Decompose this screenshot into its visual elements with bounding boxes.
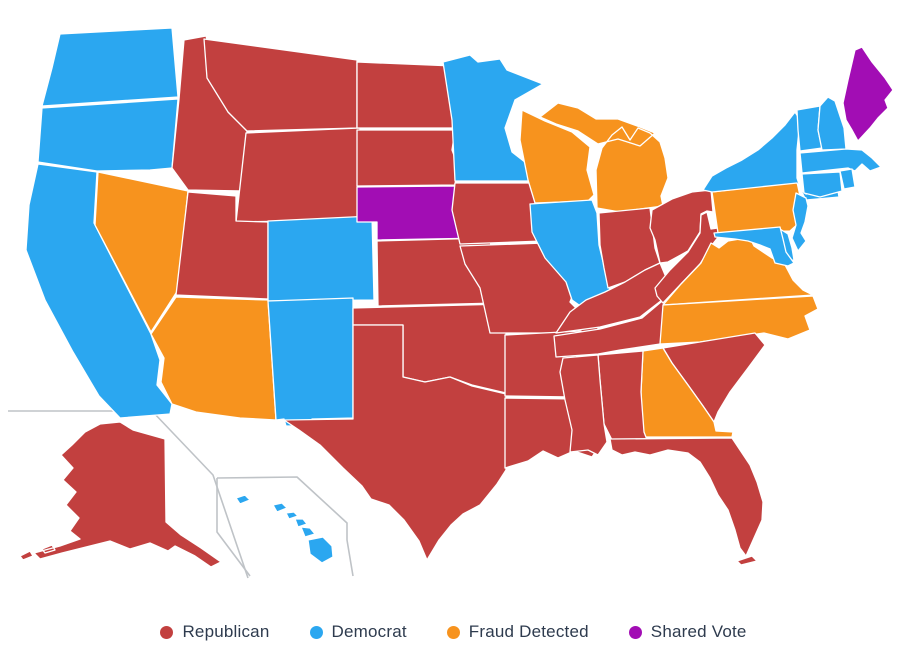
- state-wisconsin[interactable]: Wisconsin: [519, 109, 595, 204]
- legend-label-fraud-detected: Fraud Detected: [468, 622, 589, 641]
- state-mississippi[interactable]: Mississippi: [559, 354, 608, 456]
- state-new-jersey[interactable]: New Jersey: [791, 192, 809, 252]
- state-south-dakota[interactable]: South Dakota: [356, 129, 459, 187]
- state-texas[interactable]: Texas: [283, 324, 507, 561]
- map-container: WashingtonOregonCaliforniaNevadaIdahoMon…: [8, 27, 894, 579]
- state-colorado[interactable]: Colorado: [267, 215, 375, 302]
- state-kentucky[interactable]: Kentucky: [555, 262, 669, 334]
- legend-label-democrat: Democrat: [331, 622, 407, 641]
- legend-label-shared-vote: Shared Vote: [650, 622, 747, 641]
- state-washington[interactable]: Washington: [41, 27, 179, 107]
- state-michigan[interactable]: Michigan: [539, 102, 669, 213]
- legend-item-fraud-detected[interactable]: Fraud Detected: [446, 622, 589, 642]
- state-connecticut[interactable]: Connecticut: [801, 171, 843, 198]
- shared-vote-swatch-icon: [628, 625, 642, 639]
- state-florida[interactable]: Florida: [609, 437, 764, 566]
- state-massachusetts[interactable]: Massachusetts: [799, 148, 882, 174]
- us-choropleth-map: WashingtonOregonCaliforniaNevadaIdahoMon…: [8, 27, 894, 579]
- republican-swatch-icon: [160, 625, 174, 639]
- state-hawaii[interactable]: Hawaii: [235, 494, 334, 564]
- inset-dividers: [8, 410, 354, 579]
- states-layer: WashingtonOregonCaliforniaNevadaIdahoMon…: [19, 27, 894, 568]
- state-montana[interactable]: Montana: [203, 38, 358, 132]
- state-wyoming[interactable]: Wyoming: [235, 127, 361, 223]
- legend-item-republican[interactable]: Republican: [160, 622, 269, 642]
- hawaii-inset-divider: [216, 476, 354, 577]
- fraud-detected-swatch-icon: [446, 625, 460, 639]
- state-minnesota[interactable]: Minnesota: [442, 54, 546, 182]
- democrat-swatch-icon: [309, 625, 323, 639]
- legend-label-republican: Republican: [182, 622, 270, 641]
- state-alaska[interactable]: Alaska: [19, 421, 222, 568]
- alaska-inset-divider: [8, 410, 249, 579]
- state-oregon[interactable]: Oregon: [37, 98, 179, 172]
- state-new-mexico[interactable]: New Mexico: [267, 297, 354, 427]
- state-new-hampshire[interactable]: New Hampshire: [817, 96, 847, 151]
- legend: Republican Democrat Fraud Detected Share…: [0, 612, 907, 652]
- state-maryland[interactable]: Maryland: [713, 226, 795, 267]
- legend-item-democrat[interactable]: Democrat: [309, 622, 407, 642]
- state-nevada[interactable]: Nevada: [94, 171, 189, 333]
- legend-item-shared-vote[interactable]: Shared Vote: [628, 622, 747, 642]
- state-maine[interactable]: Maine: [842, 46, 894, 142]
- state-rhode-island[interactable]: Rhode Island: [839, 168, 856, 190]
- state-north-dakota[interactable]: North Dakota: [356, 61, 456, 129]
